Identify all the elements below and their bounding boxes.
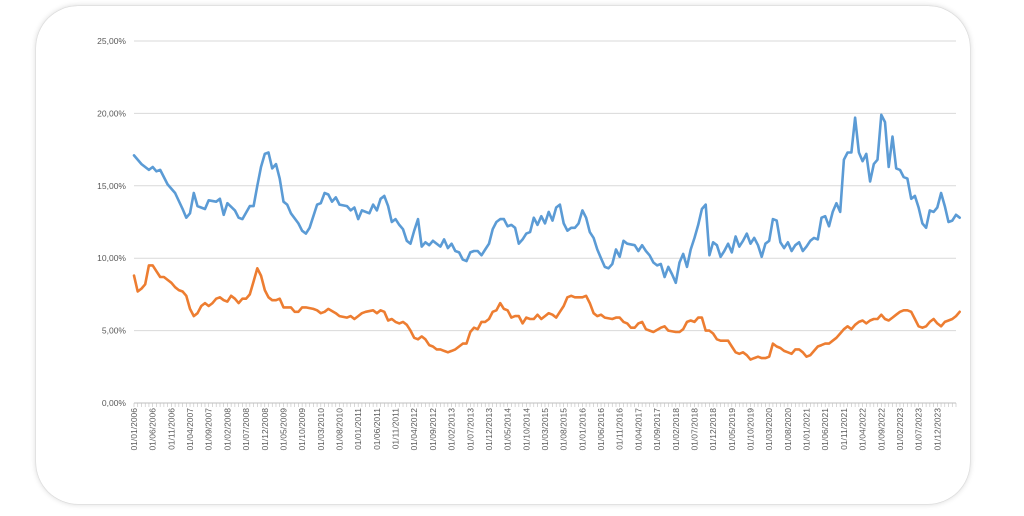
x-tick-label: 01/03/2020 <box>764 408 774 451</box>
x-tick-label: 01/11/2016 <box>615 408 625 450</box>
x-tick-label: 01/12/2023 <box>932 408 942 451</box>
x-tick-label: 01/05/2009 <box>278 408 288 451</box>
x-tick-label: 01/01/2006 <box>129 408 139 451</box>
chart-card <box>36 6 970 504</box>
x-tick-label: 01/02/2018 <box>671 408 681 451</box>
y-tick-label: 10,00% <box>97 253 126 263</box>
x-tick-label: 01/07/2023 <box>914 408 924 451</box>
x-tick-label: 01/06/2016 <box>596 408 606 451</box>
x-tick-label: 01/12/2008 <box>260 408 270 451</box>
x-tick-label: 01/02/2023 <box>895 408 905 451</box>
x-tick-label: 01/02/2013 <box>447 408 457 451</box>
x-tick-label: 01/06/2021 <box>820 408 830 451</box>
x-tick-label: 01/03/2010 <box>316 408 326 451</box>
x-tick-label: 01/09/2017 <box>652 408 662 451</box>
x-tick-label: 01/06/2011 <box>372 408 382 450</box>
y-tick-label: 25,00% <box>97 36 126 46</box>
x-tick-label: 01/01/2011 <box>353 408 363 450</box>
x-tick-label: 01/09/2007 <box>204 408 214 451</box>
y-axis-ticks: 0,00% 5,00% 10,00% 15,00% 20,00% 25,00% <box>97 36 126 408</box>
x-tick-label: 01/04/2012 <box>409 408 419 451</box>
x-tick-label: 01/12/2013 <box>484 408 494 451</box>
x-tick-label: 01/10/2014 <box>521 408 531 451</box>
x-tick-label: 01/09/2022 <box>876 408 886 451</box>
y-tick-label: 0,00% <box>102 398 127 408</box>
x-tick-label: 01/11/2021 <box>839 408 849 450</box>
x-tick-label: 01/02/2008 <box>222 408 232 451</box>
x-tick-label: 01/08/2010 <box>335 408 345 451</box>
series-1-line <box>132 113 962 285</box>
x-tick-label: 01/03/2015 <box>540 408 550 451</box>
x-tick-label: 01/08/2015 <box>559 408 569 451</box>
x-tick-label: 01/04/2022 <box>858 408 868 451</box>
x-tick-label: 01/01/2016 <box>577 408 587 451</box>
y-tick-label: 5,00% <box>102 326 127 336</box>
x-tick-label: 01/09/2012 <box>428 408 438 451</box>
x-axis <box>133 402 957 407</box>
x-tick-label: 01/10/2009 <box>297 408 307 451</box>
x-tick-label: 01/06/2006 <box>148 408 158 451</box>
x-tick-label: 01/05/2014 <box>503 408 513 451</box>
x-tick-label: 01/07/2018 <box>689 408 699 451</box>
x-tick-label: 01/04/2017 <box>633 408 643 451</box>
x-tick-label: 01/11/2011 <box>391 408 401 450</box>
series-2-line <box>132 264 962 361</box>
x-tick-label: 01/08/2020 <box>783 408 793 451</box>
x-tick-label: 01/12/2018 <box>708 408 718 451</box>
x-tick-label: 01/05/2019 <box>727 408 737 451</box>
y-tick-label: 20,00% <box>97 108 126 118</box>
x-tick-label: 01/07/2013 <box>465 408 475 451</box>
x-tick-label: 01/01/2021 <box>802 408 812 451</box>
x-tick-label: 01/10/2019 <box>746 408 756 451</box>
series-lines <box>132 113 962 361</box>
x-tick-label: 01/11/2006 <box>166 408 176 450</box>
y-tick-label: 15,00% <box>97 181 126 191</box>
x-tick-label: 01/04/2007 <box>185 408 195 451</box>
x-tick-label: 01/07/2008 <box>241 408 251 451</box>
x-axis-ticks: 01/01/2006 01/06/2006 01/11/2006 01/04/2007… <box>129 408 942 451</box>
